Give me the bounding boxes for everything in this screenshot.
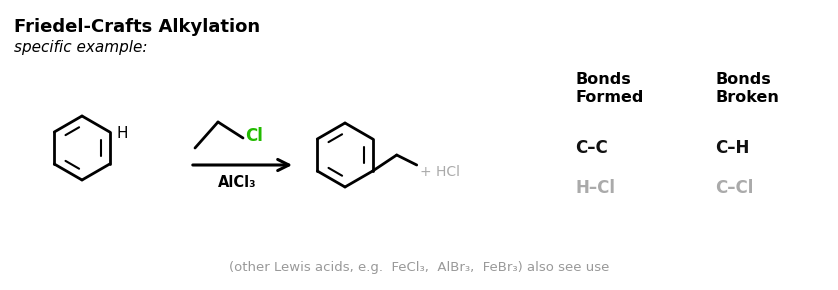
Text: C–H: C–H bbox=[715, 139, 749, 157]
Text: H–Cl: H–Cl bbox=[575, 179, 615, 197]
Text: (other Lewis acids, e.g.  FeCl₃,  AlBr₃,  FeBr₃) also see use: (other Lewis acids, e.g. FeCl₃, AlBr₃, F… bbox=[229, 262, 609, 275]
Text: C–C: C–C bbox=[575, 139, 608, 157]
Text: AlCl₃: AlCl₃ bbox=[218, 175, 256, 190]
Text: Friedel-Crafts Alkylation: Friedel-Crafts Alkylation bbox=[14, 18, 260, 36]
Text: specific example:: specific example: bbox=[14, 40, 147, 55]
Text: Bonds
Formed: Bonds Formed bbox=[575, 72, 644, 105]
Text: C–Cl: C–Cl bbox=[715, 179, 753, 197]
Text: + HCl: + HCl bbox=[420, 165, 460, 179]
Text: H: H bbox=[116, 126, 127, 142]
Text: Cl: Cl bbox=[245, 127, 263, 145]
Text: Bonds
Broken: Bonds Broken bbox=[715, 72, 779, 105]
